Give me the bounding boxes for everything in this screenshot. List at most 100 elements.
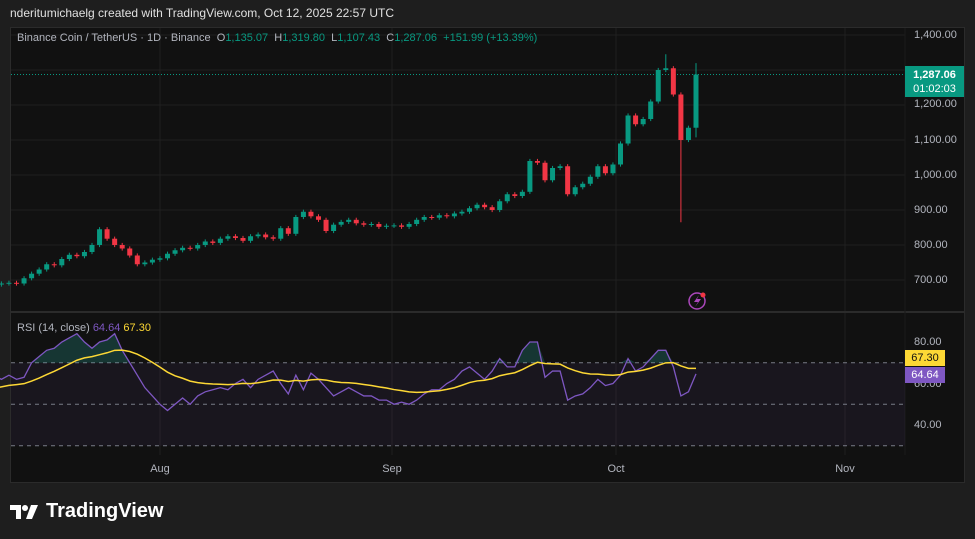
candle-body bbox=[195, 245, 201, 249]
candle-body bbox=[165, 253, 170, 259]
candle-body bbox=[36, 269, 42, 274]
candle-body bbox=[308, 211, 314, 217]
candle-body bbox=[565, 166, 571, 195]
lightning-alert-icon bbox=[688, 292, 706, 310]
candle-body bbox=[285, 228, 291, 234]
rsi-legend: RSI (14, close) 64.64 67.30 bbox=[17, 322, 151, 334]
candle-body bbox=[467, 208, 472, 212]
rsi-value-label: 64.64 bbox=[905, 367, 945, 383]
x-tick: Sep bbox=[382, 463, 402, 475]
candle-body bbox=[97, 229, 103, 245]
candle-body bbox=[232, 236, 238, 238]
candle-body bbox=[451, 213, 457, 217]
last-price-label: 1,287.06 01:02:03 bbox=[905, 66, 964, 97]
candle-body bbox=[270, 237, 276, 239]
candle-body bbox=[361, 223, 367, 225]
candle-body bbox=[134, 255, 140, 265]
candle-body bbox=[89, 245, 95, 252]
candle-body bbox=[587, 176, 593, 184]
candle-body bbox=[217, 238, 223, 243]
candle-body bbox=[376, 224, 382, 227]
candle-body bbox=[255, 234, 261, 237]
rsi-line bbox=[0, 332, 697, 412]
tradingview-logo[interactable]: TradingView bbox=[10, 500, 163, 523]
candle-body bbox=[44, 264, 50, 270]
candle-body bbox=[519, 191, 525, 196]
candle-body bbox=[580, 183, 586, 188]
last-price: 1,287.06 bbox=[913, 69, 956, 81]
candle-body bbox=[263, 234, 269, 238]
candle-body bbox=[187, 247, 193, 249]
candle-body bbox=[633, 115, 639, 125]
rsi-ma-label: 67.30 bbox=[905, 350, 945, 366]
candle-body bbox=[81, 252, 87, 257]
candle-body bbox=[670, 68, 676, 95]
candle-body bbox=[278, 228, 284, 239]
candle-body bbox=[149, 259, 155, 263]
candle-body bbox=[66, 254, 72, 259]
candle-body bbox=[346, 219, 352, 222]
open-label: O bbox=[216, 32, 226, 44]
y-tick: 700.00 bbox=[914, 274, 948, 286]
rsi-ma-line bbox=[0, 349, 697, 394]
candle-body bbox=[640, 119, 646, 125]
candle-body bbox=[678, 94, 684, 140]
tradingview-logo-icon bbox=[10, 504, 38, 519]
candle-body bbox=[648, 101, 654, 119]
y-tick: 1,200.00 bbox=[914, 98, 957, 110]
candle-body bbox=[391, 225, 397, 227]
high-value: 1,319.80 bbox=[282, 32, 326, 44]
change-value: +151.99 (+13.39%) bbox=[443, 32, 538, 44]
candle-body bbox=[353, 219, 359, 224]
x-tick: Nov bbox=[835, 463, 855, 475]
notification-dot-icon bbox=[700, 292, 706, 298]
low-value: 1,107.43 bbox=[337, 32, 381, 44]
candle-body bbox=[210, 241, 216, 243]
candle-body bbox=[119, 245, 125, 249]
candle-body bbox=[421, 217, 427, 220]
symbol-legend: Binance Coin / TetherUS · 1D · Binance O… bbox=[17, 32, 537, 44]
low-label: L bbox=[331, 32, 338, 44]
candle-body bbox=[406, 224, 412, 227]
candle-body bbox=[383, 225, 389, 227]
open-value: 1,135.07 bbox=[225, 32, 269, 44]
chart-caption: nderitumichaelg created with TradingView… bbox=[10, 6, 394, 20]
candle-body bbox=[338, 221, 344, 225]
y-tick: 900.00 bbox=[914, 204, 948, 216]
candle-body bbox=[399, 225, 405, 227]
candle-body bbox=[14, 282, 19, 284]
candle-body bbox=[368, 224, 374, 225]
y-tick: 1,400.00 bbox=[914, 29, 957, 41]
candle-body bbox=[202, 241, 208, 245]
candle-body bbox=[512, 194, 518, 196]
candle-body bbox=[225, 236, 231, 239]
candle-body bbox=[59, 259, 65, 266]
rsi-legend-ma: 67.30 bbox=[123, 322, 151, 334]
candle-body bbox=[602, 166, 608, 174]
close-label: C bbox=[386, 32, 395, 44]
candle-body bbox=[414, 219, 420, 224]
candle-body bbox=[497, 201, 503, 210]
candle-body bbox=[293, 217, 299, 234]
x-tick: Oct bbox=[607, 463, 625, 475]
rsi-y-tick: 80.00 bbox=[914, 336, 942, 348]
rsi-title: RSI (14, close) bbox=[17, 322, 90, 334]
candle-body bbox=[685, 127, 691, 140]
y-tick: 1,000.00 bbox=[914, 169, 957, 181]
candle-body bbox=[429, 217, 435, 218]
candle-body bbox=[436, 215, 442, 218]
high-label: H bbox=[274, 32, 283, 44]
candle-body bbox=[663, 68, 669, 70]
candle-body bbox=[300, 211, 306, 217]
lightning-icon bbox=[694, 295, 701, 307]
candle-body bbox=[572, 187, 578, 195]
candle-body bbox=[655, 70, 661, 102]
rsi-legend-value: 64.64 bbox=[92, 322, 121, 334]
candle-body bbox=[180, 247, 186, 251]
x-tick: Aug bbox=[150, 463, 170, 475]
symbol-title: Binance Coin / TetherUS · 1D · Binance bbox=[17, 32, 211, 44]
candle-body bbox=[482, 204, 488, 208]
candle-body bbox=[127, 248, 133, 256]
y-tick: 800.00 bbox=[914, 239, 948, 251]
